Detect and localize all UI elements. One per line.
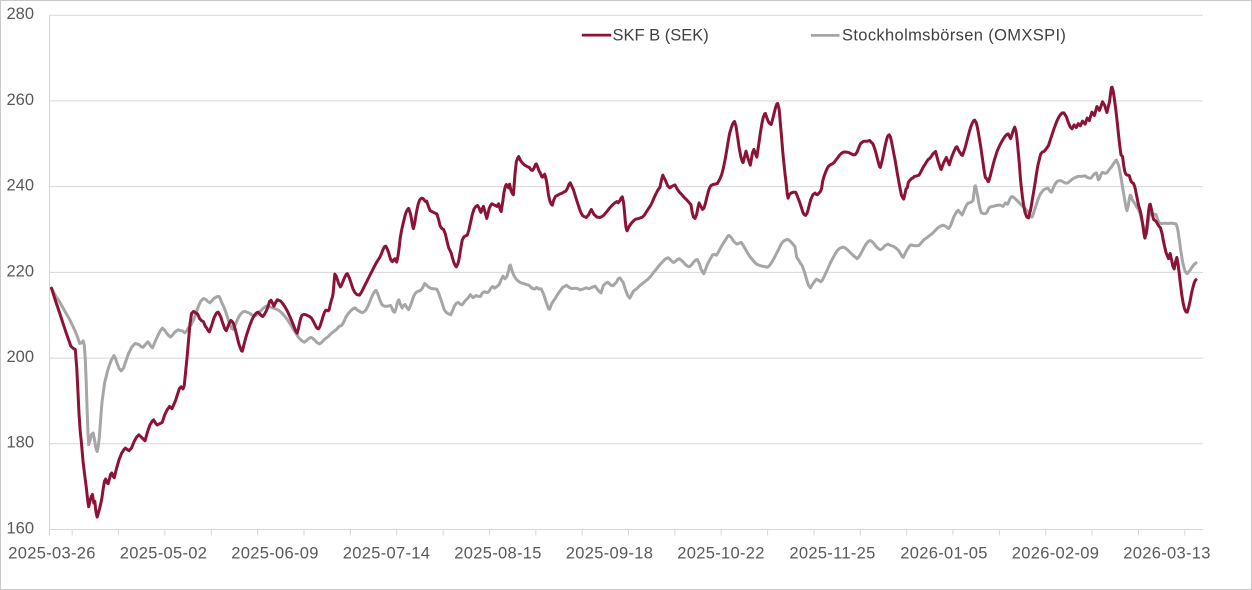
svg-text:2026-03-13: 2026-03-13 (1123, 545, 1210, 563)
svg-text:160: 160 (6, 519, 34, 537)
svg-text:220: 220 (6, 262, 34, 280)
svg-text:2025-08-15: 2025-08-15 (454, 545, 541, 563)
svg-text:2025-09-18: 2025-09-18 (566, 545, 653, 563)
svg-text:Stockholmsbörsen (OMXSPI): Stockholmsbörsen (OMXSPI) (842, 27, 1066, 45)
svg-text:200: 200 (6, 348, 34, 366)
svg-text:2025-07-14: 2025-07-14 (343, 545, 430, 563)
svg-text:2025-06-09: 2025-06-09 (231, 545, 318, 563)
svg-text:2025-10-22: 2025-10-22 (677, 545, 764, 563)
svg-text:280: 280 (6, 5, 34, 23)
svg-text:SKF B (SEK): SKF B (SEK) (613, 27, 709, 45)
svg-text:240: 240 (6, 177, 34, 195)
svg-text:2026-02-09: 2026-02-09 (1012, 545, 1099, 563)
svg-text:2025-11-25: 2025-11-25 (789, 545, 875, 563)
svg-text:2026-01-05: 2026-01-05 (900, 545, 987, 563)
svg-text:260: 260 (6, 91, 34, 109)
svg-text:2025-05-02: 2025-05-02 (120, 545, 207, 563)
svg-text:180: 180 (6, 434, 34, 452)
svg-text:2025-03-26: 2025-03-26 (8, 545, 95, 563)
